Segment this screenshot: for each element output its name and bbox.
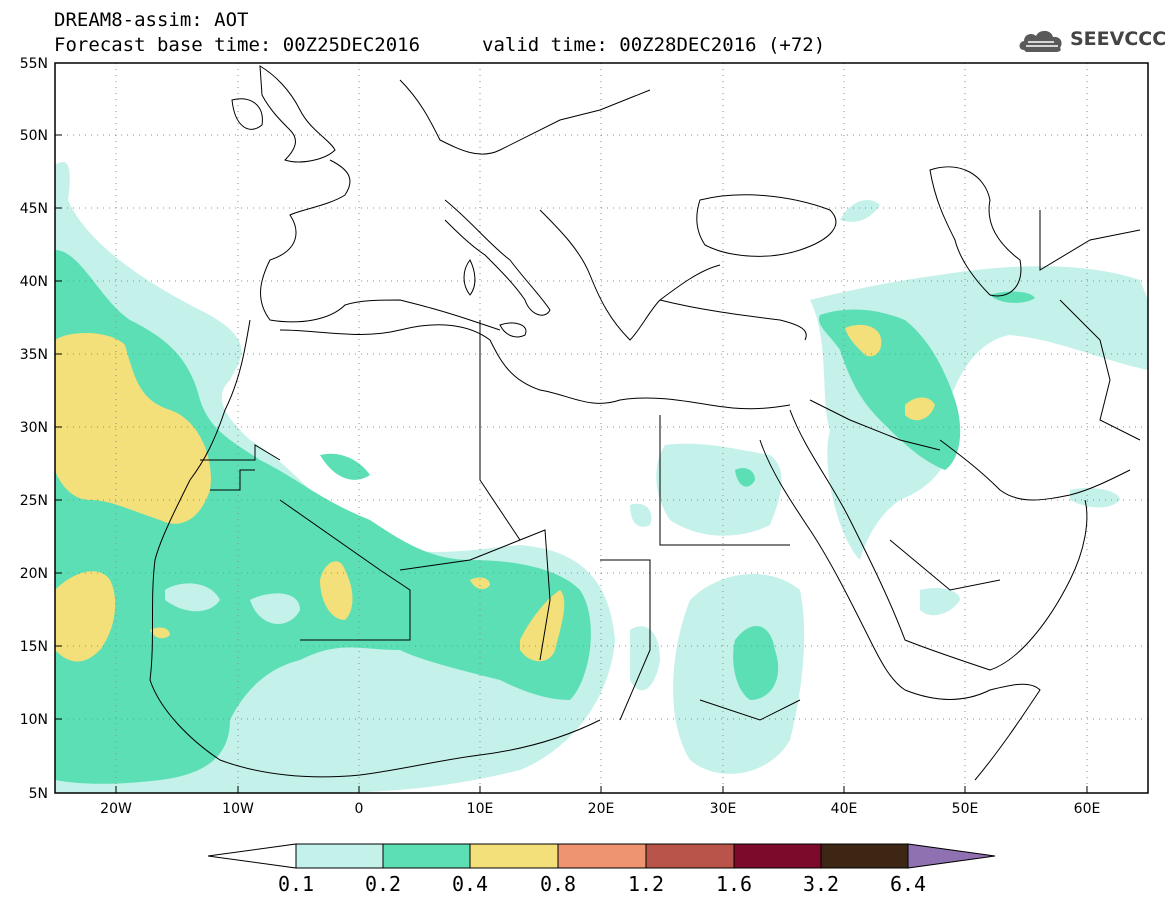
logo-wordmark: SEEVCCC (1070, 28, 1165, 50)
colorbar-label: 0.8 (539, 872, 577, 896)
graticule (55, 63, 1148, 793)
lat-label: 5N (29, 786, 48, 802)
base-time-label: Forecast base time: 00Z25DEC2016 (54, 34, 421, 56)
lon-label: 10W (222, 801, 254, 817)
colorbar-label: 1.6 (715, 872, 753, 896)
colorbar-swatch (469, 843, 559, 869)
lat-label: 15N (20, 639, 48, 655)
lon-label: 50E (952, 801, 979, 817)
coastlines-and-borders (149, 65, 1141, 781)
colorbar-left-arrow (207, 843, 297, 869)
cloud-logo-icon (1019, 30, 1062, 52)
colorbar-label: 6.4 (889, 872, 927, 896)
lat-label: 20N (20, 566, 48, 582)
lon-label: 0 (355, 801, 364, 817)
colorbar-swatch (382, 843, 471, 869)
colorbar-right-arrow (907, 843, 996, 869)
lat-label: 45N (20, 201, 48, 217)
valid-time-label: valid time: 00Z28DEC2016 (+72) (482, 34, 826, 56)
lon-label: 30E (710, 801, 737, 817)
lon-label: 40E (831, 801, 858, 817)
colorbar-swatch (295, 843, 384, 869)
colorbar (207, 843, 996, 869)
lon-label: 60E (1074, 801, 1101, 817)
lat-label: 10N (20, 712, 48, 728)
lat-label: 40N (20, 274, 48, 290)
colorbar-label: 0.2 (364, 872, 402, 896)
lat-label: 30N (20, 420, 48, 436)
colorbar-label: 0.1 (277, 872, 315, 896)
colorbar-swatch (645, 843, 735, 869)
colorbar-swatch (557, 843, 647, 869)
lon-label: 10E (467, 801, 494, 817)
lat-label: 25N (20, 493, 48, 509)
ticks (55, 134, 1088, 793)
product-title: DREAM8-assim: AOT (54, 9, 249, 31)
lon-label: 20W (100, 801, 132, 817)
colorbar-label: 1.2 (627, 872, 665, 896)
colorbar-label: 0.4 (451, 872, 489, 896)
lat-label: 50N (20, 128, 48, 144)
colorbar-label: 3.2 (802, 872, 840, 896)
aot-shading (55, 161, 1148, 793)
colorbar-swatch (733, 843, 822, 869)
lon-label: 20E (588, 801, 615, 817)
colorbar-swatch (820, 843, 909, 869)
lat-label: 35N (20, 347, 48, 363)
lat-label: 55N (20, 56, 48, 72)
